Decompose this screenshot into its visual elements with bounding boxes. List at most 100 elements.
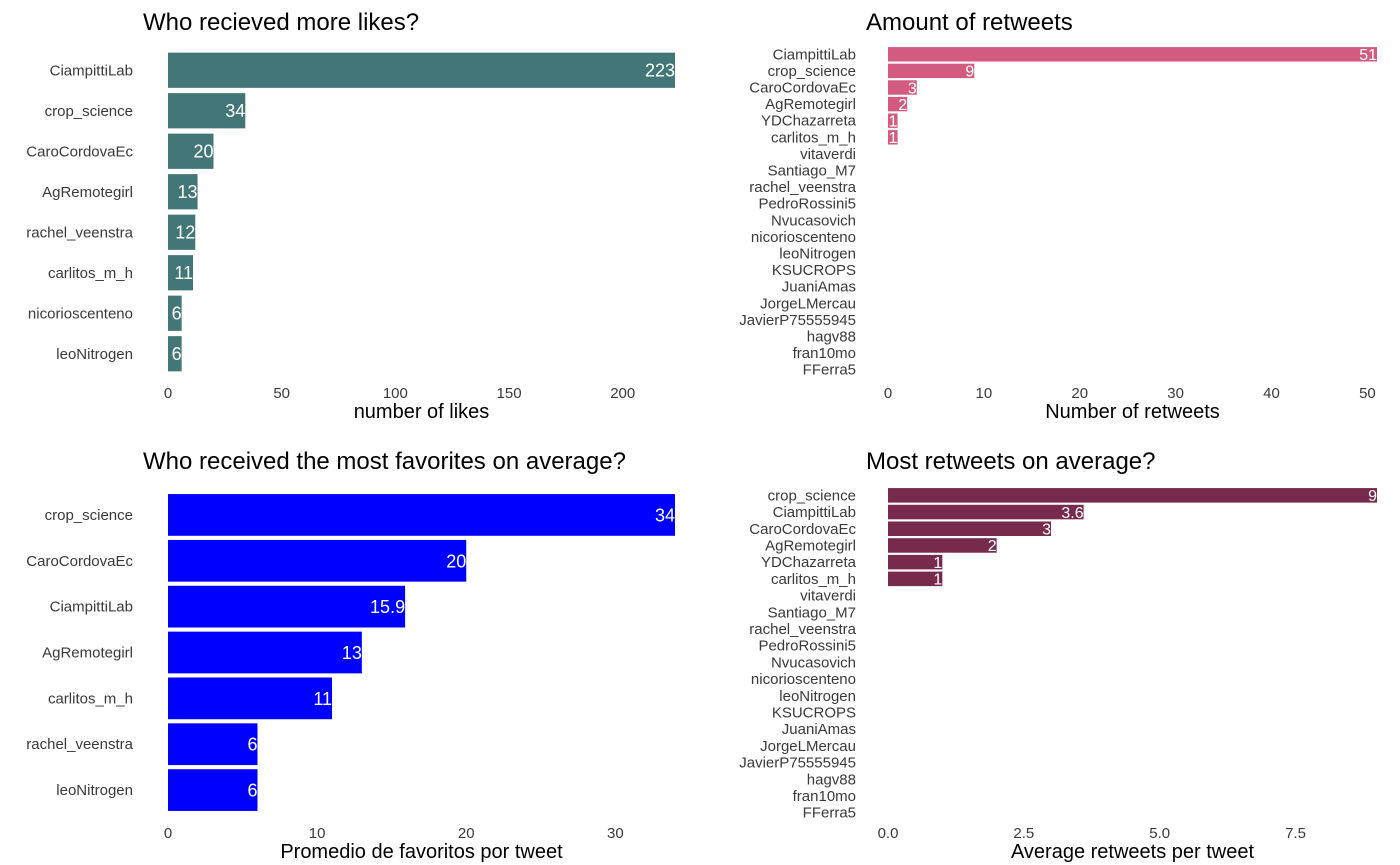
category-label: JorgeLMercau <box>760 295 856 312</box>
category-label: KSUCROPS <box>772 704 856 721</box>
x-tick-label: 0.0 <box>878 825 899 842</box>
bar-value-label: 3 <box>908 80 917 97</box>
bar-value-label: 1 <box>933 572 942 589</box>
category-label: JuaniAmas <box>782 721 856 738</box>
bar <box>888 554 943 570</box>
bar-value-label: 6 <box>247 781 257 801</box>
bar-value-label: 1 <box>889 113 898 130</box>
x-axis-label: Average retweets per tweet <box>1011 841 1255 863</box>
bar <box>888 538 997 553</box>
bar <box>168 585 406 628</box>
bar-value-label: 13 <box>342 643 362 663</box>
bar <box>168 174 198 210</box>
x-tick-label: 20 <box>1071 385 1088 402</box>
bar <box>888 63 975 79</box>
bar <box>168 255 194 291</box>
bar <box>888 80 917 95</box>
x-tick-label: 5.0 <box>1149 825 1170 842</box>
bar <box>168 133 214 169</box>
chart-panel-2: Amount of retweets CiampittiLab 51 crop_sci… <box>739 9 1377 423</box>
bar-value-label: 6 <box>172 304 182 324</box>
category-label: JavierP75555945 <box>739 755 856 772</box>
category-label: hagv88 <box>807 329 856 346</box>
bar <box>168 539 467 582</box>
category-label: AgRemotegirl <box>42 184 133 201</box>
category-label: crop_science <box>768 63 856 80</box>
chart-panel-1: Who recieved more likes? CiampittiLab 223 c… <box>26 9 675 423</box>
x-tick-label: 100 <box>383 385 408 402</box>
x-tick-label: 20 <box>458 825 475 842</box>
bar <box>888 571 943 587</box>
category-label: AgRemotegirl <box>42 645 133 662</box>
category-label: carlitos_m_h <box>48 690 133 707</box>
bar-value-label: 12 <box>175 223 195 243</box>
bar-value-label: 20 <box>193 142 213 162</box>
x-axis-label: number of likes <box>354 401 490 423</box>
category-label: CaroCordovaEc <box>749 521 856 538</box>
category-label: leoNitrogen <box>779 246 856 263</box>
bar <box>168 93 246 129</box>
category-label: rachel_veenstra <box>26 736 133 753</box>
bar <box>888 521 1051 537</box>
category-label: nicorioscenteno <box>28 305 133 322</box>
x-tick-label: 40 <box>1263 385 1280 402</box>
category-label: crop_science <box>45 507 133 524</box>
x-tick-label: 50 <box>1359 385 1376 402</box>
category-label: JavierP75555945 <box>739 312 856 329</box>
x-tick-label: 30 <box>1167 385 1184 402</box>
category-label: CaroCordovaEc <box>26 143 133 160</box>
category-label: Nvucasovich <box>771 212 856 229</box>
category-label: JorgeLMercau <box>760 738 856 755</box>
bar <box>888 504 1084 520</box>
bar-value-label: 2 <box>898 97 907 114</box>
category-label: crop_science <box>768 487 856 504</box>
bar-value-label: 34 <box>655 505 675 525</box>
bar-value-label: 15.9 <box>370 597 405 617</box>
bar <box>888 113 898 128</box>
bar-value-label: 11 <box>174 263 193 283</box>
category-label: carlitos_m_h <box>771 129 856 146</box>
bar <box>168 214 196 250</box>
bar-value-label: 223 <box>645 61 675 81</box>
x-axis-label: Number of retweets <box>1045 401 1220 423</box>
bar-value-label: 3.6 <box>1061 505 1083 522</box>
bar-value-label: 1 <box>889 130 898 147</box>
category-label: carlitos_m_h <box>771 571 856 588</box>
category-label: Santiago_M7 <box>768 163 856 180</box>
category-label: crop_science <box>45 103 133 120</box>
category-label: Nvucasovich <box>771 654 856 671</box>
category-label: rachel_veenstra <box>749 621 856 638</box>
bar-value-label: 51 <box>1359 47 1377 64</box>
category-label: CaroCordovaEc <box>749 80 856 97</box>
x-tick-label: 200 <box>610 385 635 402</box>
category-label: vitaverdi <box>800 146 856 163</box>
chart-panel-3: Who received the most favorites on avera… <box>26 448 675 863</box>
category-label: fran10mo <box>793 788 856 805</box>
category-label: nicorioscenteno <box>751 671 856 688</box>
chart-panel-4: Most retweets on average? crop_science 9 Ci… <box>739 448 1377 863</box>
category-label: FFerra5 <box>803 805 856 822</box>
category-label: nicorioscenteno <box>751 229 856 246</box>
x-tick-label: 7.5 <box>1285 825 1306 842</box>
category-label: leoNitrogen <box>56 346 133 363</box>
bar <box>888 47 1377 62</box>
chart-title: Most retweets on average? <box>866 448 1156 475</box>
bar-value-label: 13 <box>178 182 198 202</box>
category-label: PedroRossini5 <box>758 196 856 213</box>
bar <box>168 677 333 720</box>
bar <box>888 130 898 145</box>
category-label: KSUCROPS <box>772 262 856 279</box>
category-label: CaroCordovaEc <box>26 553 133 570</box>
category-label: vitaverdi <box>800 588 856 605</box>
bar <box>168 52 675 88</box>
bar <box>168 769 258 811</box>
category-label: YDChazarreta <box>761 113 857 130</box>
category-label: CiampittiLab <box>50 599 133 616</box>
bar-value-label: 9 <box>1368 488 1377 505</box>
bar-value-label: 9 <box>965 64 974 81</box>
bar-value-label: 6 <box>172 344 182 364</box>
category-label: carlitos_m_h <box>48 265 133 282</box>
category-label: leoNitrogen <box>56 782 133 799</box>
chart-title: Who recieved more likes? <box>143 9 419 36</box>
